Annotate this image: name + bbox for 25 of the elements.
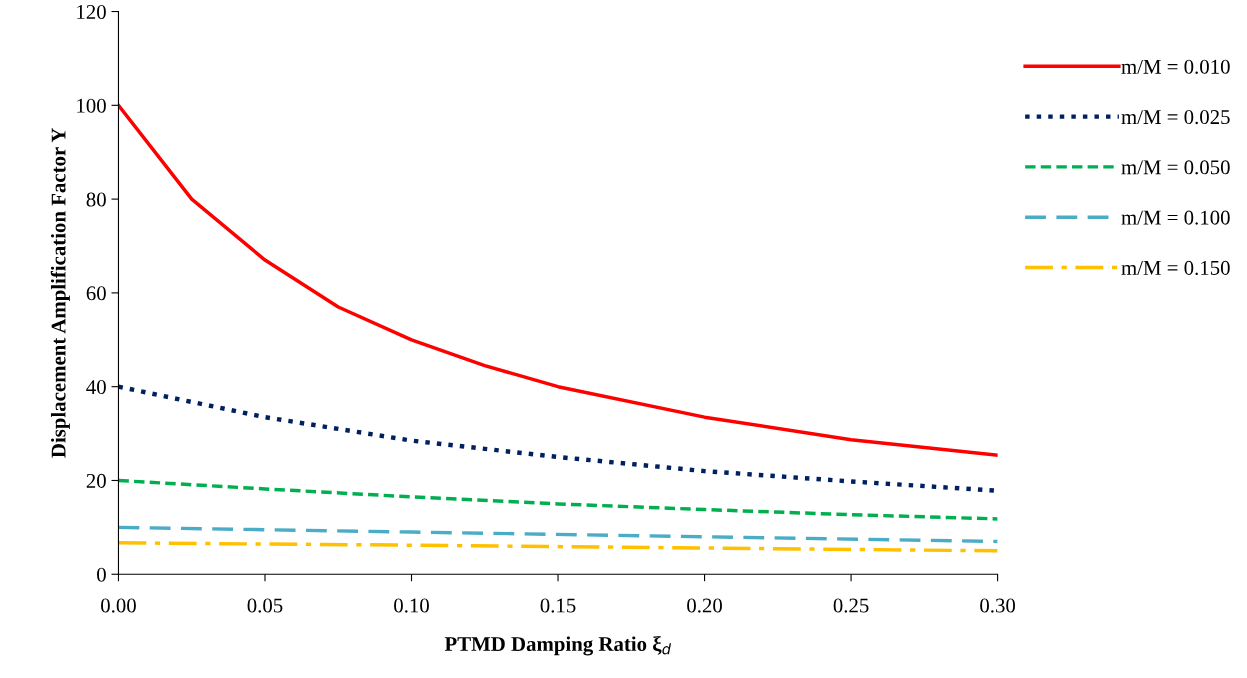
- line-series: [118, 541, 998, 553]
- y-axis-title: Displacement Amplification Factor Y: [50, 128, 70, 458]
- x-tick-label: 0.05: [247, 598, 283, 613]
- x-tick-label: 0.25: [833, 598, 869, 613]
- legend-label: m/M = 0.100: [1121, 210, 1230, 225]
- legend-label: m/M = 0.025: [1121, 110, 1230, 125]
- legend-label: m/M = 0.150: [1121, 260, 1230, 275]
- x-axis-title: PTMD Damping Ratio ξ$_{d}$: [444, 636, 672, 656]
- x-tick-label: 0.00: [101, 598, 136, 613]
- y-tick-label: 60: [86, 286, 106, 301]
- y-tick-label: 20: [86, 473, 106, 488]
- line-series: [118, 103, 998, 457]
- y-tick-label: 40: [86, 380, 106, 395]
- x-tick-label: 0.15: [540, 598, 576, 613]
- x-tick-label: 0.30: [980, 598, 1016, 613]
- x-tick-label: 0.10: [394, 598, 429, 613]
- legend-label: m/M = 0.050: [1121, 160, 1230, 175]
- y-tick-label: 80: [86, 192, 106, 207]
- y-tick-label: 0: [97, 567, 106, 582]
- legend-label: m/M = 0.010: [1121, 59, 1230, 74]
- y-tick-label: 120: [77, 4, 106, 19]
- line-series: [118, 525, 998, 544]
- y-tick-label: 100: [77, 98, 106, 113]
- x-tick-label: 0.20: [687, 598, 722, 613]
- line-series: [118, 478, 998, 521]
